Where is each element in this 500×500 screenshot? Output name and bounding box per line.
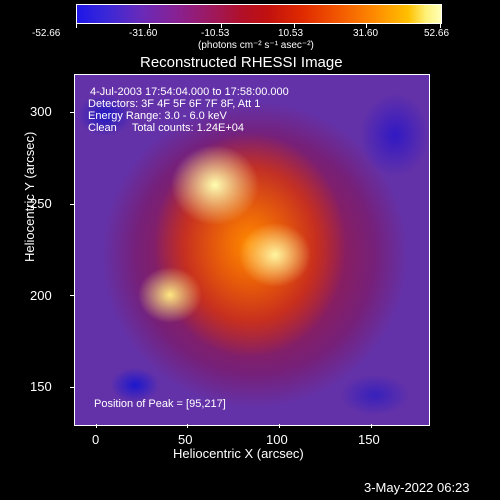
rhessi-image bbox=[74, 74, 430, 426]
detectors-line: Detectors: 3F 4F 5F 6F 7F 8F, Att 1 bbox=[88, 98, 261, 110]
colorbar-tick-label: 31.60 bbox=[353, 28, 379, 39]
y-tick-label: 150 bbox=[30, 379, 52, 394]
y-tick bbox=[70, 295, 74, 296]
date-stamp: 3-May-2022 06:23 bbox=[364, 480, 470, 495]
x-tick bbox=[279, 424, 280, 428]
energy-range: Energy Range: 3.0 - 6.0 keV bbox=[88, 110, 227, 122]
x-tick-label: 150 bbox=[358, 432, 380, 447]
time-range: 4-Jul-2003 17:54:04.000 to 17:58:00.000 bbox=[90, 86, 289, 98]
y-tick bbox=[70, 204, 74, 205]
colorbar bbox=[76, 4, 442, 24]
colorbar-tick-label: -52.66 bbox=[32, 28, 61, 39]
y-tick-label: 250 bbox=[30, 196, 52, 211]
colorbar-tick bbox=[149, 24, 150, 28]
colorbar-tick-label: -10.53 bbox=[201, 28, 230, 39]
colorbar-tick-label: -31.60 bbox=[129, 28, 158, 39]
y-tick-label: 300 bbox=[30, 104, 52, 119]
x-tick-label: 0 bbox=[92, 432, 100, 447]
y-axis-label: Heliocentric Y (arcsec) bbox=[22, 131, 37, 262]
colorbar-tick-label: 10.53 bbox=[278, 28, 304, 39]
colorbar-tick bbox=[221, 24, 222, 28]
y-tick bbox=[70, 112, 74, 113]
y-tick-label: 200 bbox=[30, 288, 52, 303]
x-tick-label: 100 bbox=[266, 432, 288, 447]
peak-position: Position of Peak = [95,217] bbox=[94, 398, 226, 410]
x-axis-label: Heliocentric X (arcsec) bbox=[173, 446, 304, 461]
colorbar-tick-label: 52.66 bbox=[424, 28, 450, 39]
colorbar-tick bbox=[366, 24, 367, 28]
x-tick bbox=[371, 424, 372, 428]
colorbar-tick bbox=[76, 24, 77, 28]
x-tick-label: 50 bbox=[178, 432, 193, 447]
colorbar-units: (photons cm⁻² s⁻¹ asec⁻²) bbox=[198, 40, 314, 51]
x-tick bbox=[187, 424, 188, 428]
x-tick bbox=[96, 424, 97, 428]
image-title: Reconstructed RHESSI Image bbox=[140, 54, 343, 71]
observation-info: 4-Jul-2003 17:54:04.000 to 17:58:00.000 … bbox=[88, 86, 289, 134]
colorbar-tick bbox=[294, 24, 295, 28]
y-tick bbox=[70, 387, 74, 388]
colorbar-tick bbox=[440, 24, 441, 28]
clean-counts: Clean Total counts: 1.24E+04 bbox=[88, 122, 245, 134]
